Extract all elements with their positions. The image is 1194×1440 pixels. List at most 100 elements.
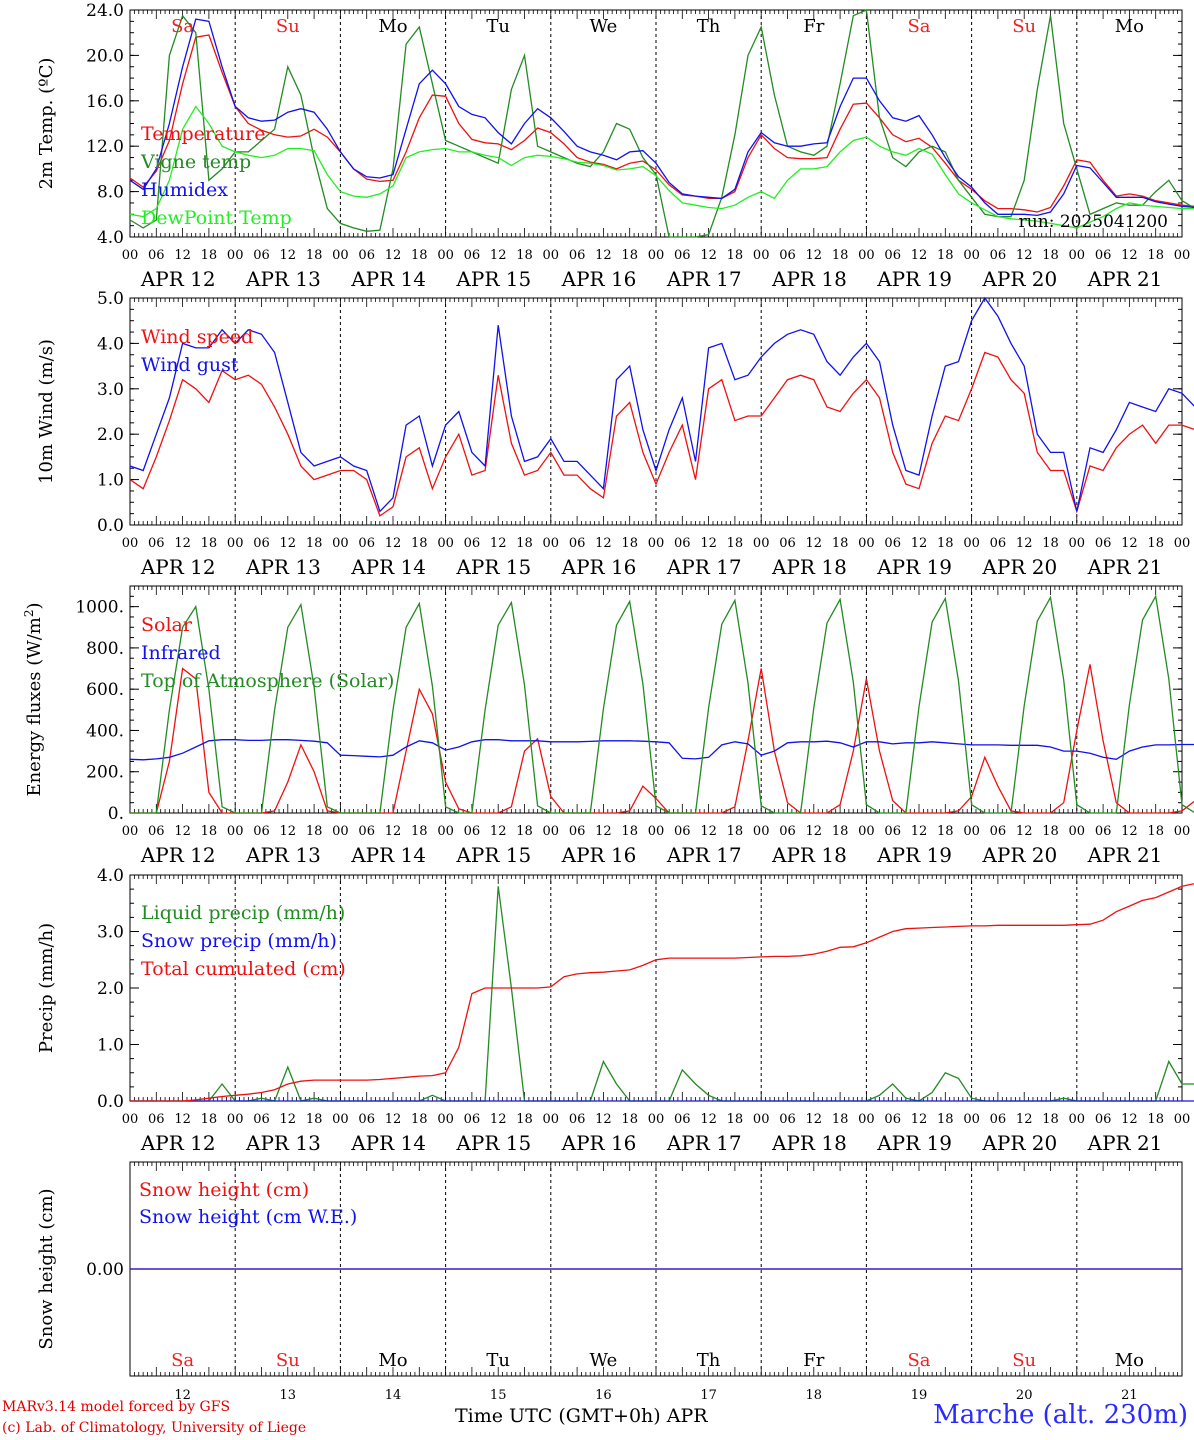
date-label: APR 18	[771, 1131, 847, 1155]
hour-tick-label: 12	[174, 1112, 191, 1127]
weekday-label: Th	[697, 16, 721, 37]
series-line	[129, 351, 1194, 517]
hour-tick-label: 18	[411, 824, 428, 839]
hour-tick-label: 06	[358, 248, 375, 263]
date-label: APR 15	[455, 843, 531, 867]
station-title: Marche (alt. 230m)	[933, 1400, 1188, 1430]
hour-tick-label: 00	[1069, 824, 1086, 839]
hour-tick-label: 12	[1121, 248, 1138, 263]
hour-tick-label: 00	[1069, 1112, 1086, 1127]
hour-tick-label: 12	[385, 824, 402, 839]
hour-tick-label: 00	[543, 248, 560, 263]
hour-tick-label: 00	[648, 824, 665, 839]
legend-entry: Wind speed	[141, 326, 253, 348]
hour-tick-label: 06	[358, 824, 375, 839]
series-line	[130, 594, 1194, 814]
hour-tick-label: 06	[253, 824, 270, 839]
hour-tick-label: 00	[227, 248, 244, 263]
day-number-label: 20	[1016, 1388, 1033, 1403]
hour-tick-label: 06	[674, 1112, 691, 1127]
panel-3: 0. 200. 400. 600. 800. 1000. Energy fluxes (W/…	[22, 585, 1194, 867]
day-number-label: 16	[595, 1388, 612, 1403]
hour-tick-label: 06	[990, 824, 1007, 839]
hour-tick-label: 18	[937, 824, 954, 839]
y-axis-label: Energy fluxes (W/m2)	[22, 602, 45, 796]
hour-tick-label: 12	[700, 1112, 717, 1127]
hour-tick-label: 00	[648, 248, 665, 263]
hour-tick-label: 06	[674, 824, 691, 839]
hour-tick-label: 00	[543, 824, 560, 839]
hour-tick-label: 00	[1174, 536, 1191, 551]
weekday-label: Sa	[907, 16, 930, 37]
hour-tick-label: 18	[411, 248, 428, 263]
legend-entry: DewPoint Temp	[141, 207, 292, 229]
date-label: APR 20	[981, 1131, 1057, 1155]
date-label: APR 21	[1087, 843, 1163, 867]
hour-tick-label: 00	[753, 536, 770, 551]
hour-tick-label: 00	[1174, 824, 1191, 839]
hour-tick-label: 06	[1095, 248, 1112, 263]
hour-tick-label: 12	[806, 824, 823, 839]
hour-tick-label: 00	[1069, 536, 1086, 551]
hour-tick-label: 12	[806, 248, 823, 263]
hour-tick-label: 06	[674, 536, 691, 551]
hour-tick-label: 18	[1147, 536, 1164, 551]
date-label: APR 17	[666, 1131, 742, 1155]
y-axis-label: Snow height (cm)	[36, 1188, 57, 1349]
date-label: APR 16	[561, 555, 637, 579]
hour-tick-label: 12	[595, 824, 612, 839]
date-label: APR 13	[245, 1131, 321, 1155]
hour-tick-label: 12	[595, 536, 612, 551]
hour-tick-label: 18	[306, 1112, 323, 1127]
y-tick-label: 16.0	[86, 92, 124, 112]
hour-tick-label: 06	[1095, 536, 1112, 551]
hour-tick-label: 18	[201, 536, 218, 551]
hour-tick-label: 00	[1174, 1112, 1191, 1127]
hour-tick-label: 00	[122, 1112, 139, 1127]
panel-2: 0.0 1.0 2.0 3.0 4.0 5.0 10m Wind (m/s) Wind spe…	[36, 289, 1194, 579]
hour-tick-label: 12	[1016, 1112, 1033, 1127]
weekday-label: Mo	[1115, 1350, 1144, 1371]
hour-tick-label: 00	[858, 1112, 875, 1127]
hour-tick-label: 00	[858, 248, 875, 263]
x-axis-title: Time UTC (GMT+0h) APR	[455, 1405, 708, 1427]
series-line	[129, 296, 1194, 513]
hour-tick-label: 12	[700, 248, 717, 263]
y-tick-label: 0.0	[97, 1092, 124, 1112]
date-label: APR 13	[245, 267, 321, 291]
date-label: APR 19	[876, 267, 952, 291]
hour-tick-label: 12	[1016, 536, 1033, 551]
hour-tick-label: 18	[201, 248, 218, 263]
hour-tick-label: 18	[832, 248, 849, 263]
weekday-label: Mo	[378, 16, 407, 37]
series-line	[129, 18, 1194, 217]
y-axis-label: Precip (mm/h)	[36, 923, 57, 1053]
hour-tick-label: 18	[306, 536, 323, 551]
date-label: APR 20	[981, 843, 1057, 867]
y-tick-label: 8.0	[97, 183, 124, 203]
hour-tick-label: 00	[858, 824, 875, 839]
y-axis-label: 2m Temp. (ºC)	[36, 58, 57, 190]
date-label: APR 20	[981, 555, 1057, 579]
hour-tick-label: 00	[963, 536, 980, 551]
y-tick-label: 2.0	[97, 979, 124, 999]
date-label: APR 17	[666, 843, 742, 867]
hour-tick-label: 12	[595, 1112, 612, 1127]
hour-tick-label: 00	[332, 248, 349, 263]
date-label: APR 21	[1087, 555, 1163, 579]
legend-entry: Liquid precip (mm/h)	[141, 902, 345, 924]
hour-tick-label: 06	[779, 248, 796, 263]
hour-tick-label: 06	[779, 536, 796, 551]
weekday-label: Su	[1012, 1350, 1036, 1371]
weekday-label: Mo	[1115, 16, 1144, 37]
date-label: APR 12	[140, 1131, 216, 1155]
weekday-label: Sa	[171, 16, 194, 37]
y-tick-label: 5.0	[97, 289, 124, 309]
weekday-label: Su	[276, 16, 300, 37]
hour-tick-label: 00	[963, 824, 980, 839]
y-tick-label: 400.	[86, 721, 124, 741]
hour-tick-label: 18	[937, 1112, 954, 1127]
y-tick-label: 0.	[108, 804, 124, 824]
date-label: APR 17	[666, 555, 742, 579]
legend-entry: Wind gust	[141, 354, 239, 376]
